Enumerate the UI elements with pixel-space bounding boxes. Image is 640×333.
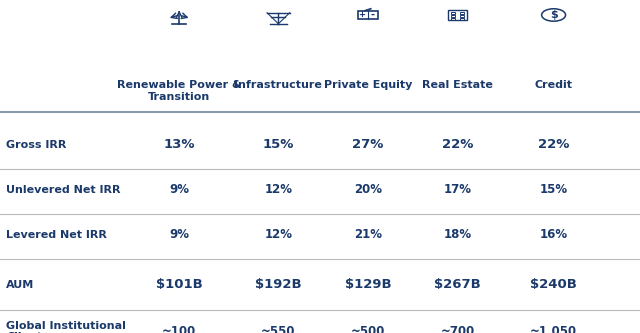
Text: 12%: 12% xyxy=(264,183,292,196)
Text: Real Estate: Real Estate xyxy=(422,80,493,90)
Text: Levered Net IRR: Levered Net IRR xyxy=(6,230,108,240)
Text: 27%: 27% xyxy=(352,138,384,152)
Text: 17%: 17% xyxy=(444,183,472,196)
Text: Global Institutional
Clients: Global Institutional Clients xyxy=(6,321,126,333)
Text: Infrastructure: Infrastructure xyxy=(234,80,323,90)
Text: $: $ xyxy=(550,10,557,20)
Text: Gross IRR: Gross IRR xyxy=(6,140,67,150)
Text: ~500: ~500 xyxy=(351,325,385,333)
Text: 22%: 22% xyxy=(442,138,474,152)
Text: Unlevered Net IRR: Unlevered Net IRR xyxy=(6,185,121,195)
Text: 12%: 12% xyxy=(264,228,292,241)
Text: Private Equity: Private Equity xyxy=(324,80,412,90)
Text: 21%: 21% xyxy=(354,228,382,241)
Text: Credit: Credit xyxy=(534,80,573,90)
Text: $101B: $101B xyxy=(156,278,203,291)
Text: $240B: $240B xyxy=(530,278,577,291)
Text: 18%: 18% xyxy=(444,228,472,241)
Text: +: + xyxy=(358,10,365,20)
Text: $267B: $267B xyxy=(434,278,481,291)
Text: 15%: 15% xyxy=(262,138,294,152)
Text: 20%: 20% xyxy=(354,183,382,196)
Text: AUM: AUM xyxy=(6,280,35,290)
Text: -: - xyxy=(371,10,375,20)
Text: 16%: 16% xyxy=(540,228,568,241)
Text: ~1,050: ~1,050 xyxy=(530,325,577,333)
Text: 15%: 15% xyxy=(540,183,568,196)
Text: $129B: $129B xyxy=(345,278,391,291)
Text: 9%: 9% xyxy=(169,183,189,196)
Text: 9%: 9% xyxy=(169,228,189,241)
Text: ~100: ~100 xyxy=(162,325,196,333)
Text: ~550: ~550 xyxy=(261,325,296,333)
Text: ~700: ~700 xyxy=(440,325,475,333)
Text: $192B: $192B xyxy=(255,278,301,291)
Text: 13%: 13% xyxy=(163,138,195,152)
Text: 22%: 22% xyxy=(538,138,570,152)
Text: Renewable Power &
Transition: Renewable Power & Transition xyxy=(117,80,241,102)
